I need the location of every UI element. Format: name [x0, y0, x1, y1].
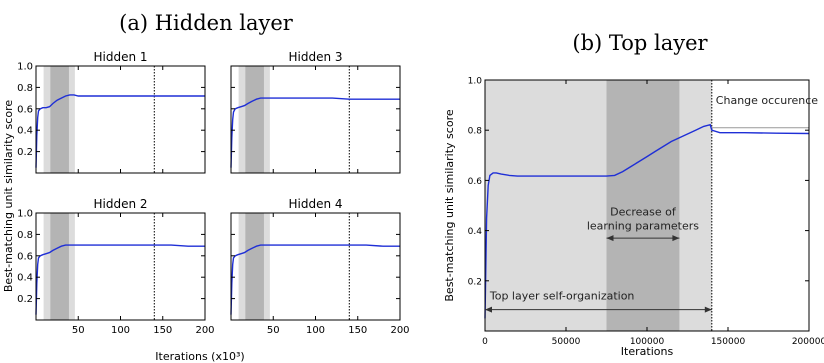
chart-hidden-1: 0.2 0.4 0.6 0.8 1.0 Hidden 1 — [17, 50, 206, 174]
chart-hidden-4: 50 100 150 200 Hidden 4 — [230, 197, 410, 336]
ytick-label: 0.6 — [17, 104, 33, 115]
shaded-region-dark — [245, 213, 264, 320]
shaded-region-dark — [606, 80, 680, 331]
xtick-label: 100 — [111, 325, 130, 336]
ytick-label: 1.0 — [468, 77, 483, 87]
ytick-label: 0.4 — [17, 273, 33, 284]
ytick-label: 1.0 — [17, 209, 33, 220]
xtick-label: 0 — [482, 337, 488, 347]
panel-title: Hidden 4 — [288, 197, 342, 211]
caption-right: (b) Top layer — [572, 31, 708, 55]
ytick-label: 0.2 — [17, 294, 33, 305]
y-axis-label: Best-matching unit similarity score — [443, 109, 456, 301]
ytick-label: 1.0 — [17, 62, 33, 73]
annotation-decrease-line2: learning parameters — [587, 220, 699, 233]
shaded-region-dark — [50, 213, 69, 320]
series-line — [230, 244, 400, 315]
left-ylabel: Best-matching unit similarity score — [2, 100, 15, 292]
ytick-label: 0.8 — [468, 127, 483, 137]
ytick-label: 0.4 — [468, 227, 483, 237]
ytick-label: 0.2 — [468, 277, 482, 287]
xtick-label: 200000 — [792, 337, 824, 347]
xtick-label: 150 — [153, 325, 172, 336]
series-line — [35, 244, 205, 315]
series-line — [484, 123, 810, 319]
annotation-self-organization: Top layer self-organization — [489, 290, 635, 303]
ytick-label: 0.4 — [17, 126, 33, 137]
xtick-label: 150 — [348, 325, 367, 336]
series-line — [35, 94, 205, 168]
ytick-label: 0.8 — [17, 230, 33, 241]
xtick-label: 100 — [306, 325, 325, 336]
ytick-label: 0.6 — [468, 177, 483, 187]
series-line — [230, 97, 400, 168]
arrow-self-org-head-left — [485, 306, 492, 313]
caption-left: (a) Hidden layer — [119, 11, 294, 35]
ytick-label: 0.2 — [17, 147, 33, 158]
arrow-decrease-head-right — [672, 235, 680, 242]
panel-title: Hidden 1 — [93, 50, 147, 64]
annotation-change: Change occurence — [716, 94, 818, 107]
arrow-decrease-head-left — [606, 235, 614, 242]
xtick-label: 50 — [72, 325, 85, 336]
xtick-label: 50000 — [552, 337, 581, 347]
panel-title: Hidden 2 — [93, 197, 147, 211]
xtick-label: 200 — [390, 325, 409, 336]
ytick-label: 0.8 — [17, 83, 33, 94]
x-axis-label: Iterations — [621, 345, 674, 358]
annotation-decrease-line1: Decrease of — [610, 206, 677, 219]
chart-top-layer: 0.2 0.4 0.6 0.8 1.0 0 50000 100000 150000 200000 I… — [443, 77, 824, 359]
arrow-self-org-head-right — [704, 306, 712, 313]
ytick-label: 0.6 — [17, 251, 33, 262]
shaded-region-dark — [245, 66, 264, 173]
xtick-label: 150000 — [711, 337, 746, 347]
left-xlabel: Iterations (x10³) — [155, 350, 244, 363]
xtick-label: 100000 — [630, 337, 665, 347]
panel-title: Hidden 3 — [288, 50, 342, 64]
xtick-label: 50 — [267, 325, 280, 336]
xtick-label: 200 — [195, 325, 214, 336]
shaded-region-dark — [50, 66, 69, 173]
chart-hidden-2: 0.2 0.4 0.6 0.8 1.0 50 100 150 200 Hidden 2 — [17, 197, 214, 336]
chart-hidden-3: Hidden 3 — [230, 50, 401, 174]
